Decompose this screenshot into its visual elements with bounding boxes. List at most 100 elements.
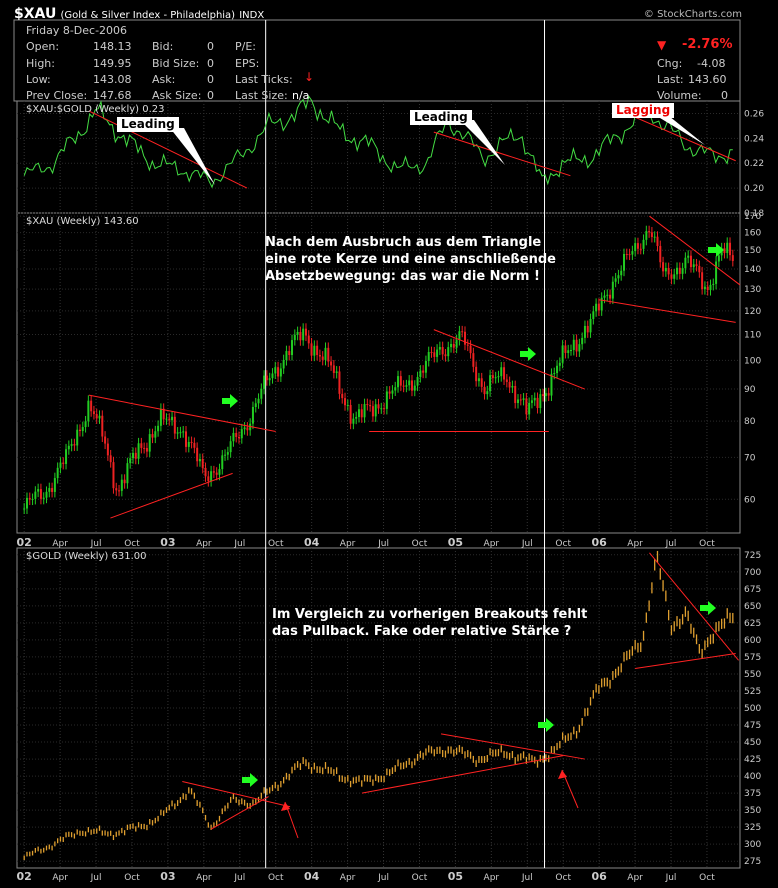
pullback-arrow-head — [558, 770, 567, 779]
x-tick-label-1-15: Oct — [555, 873, 571, 883]
xau-candle-body — [567, 350, 570, 353]
xau-candle-body — [514, 385, 517, 404]
xau-candle-body — [642, 239, 645, 249]
xau-candle-body — [313, 345, 316, 356]
x-tick-label-1-12: 05 — [448, 870, 463, 883]
y-tick-label-2-7: 450 — [744, 738, 761, 748]
xau-candle-body — [667, 267, 670, 275]
trendline-14 — [649, 552, 739, 661]
xau-candle-body — [466, 344, 469, 346]
xau-candle-body — [34, 491, 37, 499]
xau-candle-body — [614, 278, 617, 282]
xau-candle-body — [508, 381, 511, 388]
xau-candle-body — [112, 462, 115, 489]
symbol: $XAU — [14, 6, 57, 22]
y-tick-label-2-14: 625 — [744, 619, 761, 629]
xau-candle-body — [324, 347, 327, 360]
xau-candle-body — [224, 454, 227, 456]
callout-leading-1: Leading — [117, 117, 179, 132]
xau-candle-body — [572, 339, 575, 350]
xau-candle-body — [62, 462, 65, 464]
xau-candle-body — [480, 378, 483, 387]
xau-candle-body — [494, 377, 497, 379]
y-tick-label-2-12: 575 — [744, 653, 761, 663]
callout-pointer-0 — [170, 128, 215, 185]
trendline-3 — [88, 394, 276, 432]
xau-candle-body — [645, 231, 648, 240]
xau-candle-body — [441, 347, 444, 355]
y-tick-label-0-1: 0.20 — [744, 184, 764, 194]
xau-candle-body — [182, 431, 185, 433]
y-tick-label-0-0: 0.18 — [744, 209, 764, 219]
xau-candle-body — [268, 378, 271, 381]
eps-label: EPS: — [235, 57, 260, 70]
pct-change: -2.76% — [682, 37, 733, 52]
xau-candle-body — [684, 257, 687, 269]
trendline-4 — [110, 472, 233, 519]
y-tick-label-0-2: 0.22 — [744, 159, 764, 169]
xau-candle-body — [90, 400, 93, 412]
xau-candle-body — [709, 284, 712, 291]
x-tick-label-0-12: 05 — [448, 536, 463, 549]
xau-candle-body — [335, 371, 338, 373]
xau-candle-body — [536, 397, 539, 409]
xau-candle-body — [143, 447, 146, 449]
copyright: © StockCharts.com — [643, 9, 742, 20]
trendline-1 — [433, 131, 571, 177]
y-tick-label-2-5: 400 — [744, 772, 761, 782]
xau-candle-body — [706, 286, 709, 291]
y-tick-label-1-7: 130 — [744, 285, 761, 295]
xau-candle-body — [391, 390, 394, 394]
xau-candle-body — [210, 471, 213, 482]
xau-candle-body — [120, 479, 123, 491]
xau-candle-body — [162, 408, 165, 420]
xau-candle-body — [131, 452, 134, 459]
x-tick-label-0-15: Oct — [555, 539, 571, 549]
chg-value: -4.08 — [697, 57, 726, 70]
x-tick-label-1-1: Apr — [52, 873, 68, 883]
xau-candle-body — [419, 370, 422, 378]
high-value: 149.95 — [93, 57, 132, 70]
xau-candle-body — [422, 370, 425, 373]
ask-size-value: 0 — [207, 89, 214, 102]
y-tick-label-2-16: 675 — [744, 585, 761, 595]
note-xau: Nach dem Ausbruch aus dem Triangle eine … — [265, 234, 556, 285]
xau-candle-body — [67, 445, 70, 450]
xau-candle-body — [500, 367, 503, 377]
xau-candle-body — [511, 385, 514, 388]
xau-candle-body — [257, 398, 260, 404]
xau-candle-body — [279, 368, 282, 377]
xau-candle-body — [307, 335, 310, 344]
xau-candle-body — [352, 418, 355, 424]
last-label: Last: — [657, 73, 684, 86]
x-tick-label-1-16: 06 — [591, 870, 607, 883]
xau-candle-body — [581, 337, 584, 345]
xau-candle-body — [687, 255, 690, 258]
xau-candle-body — [533, 397, 536, 401]
xau-candle-body — [316, 345, 319, 355]
xau-candle-body — [73, 444, 76, 446]
xau-candle-body — [377, 404, 380, 409]
x-tick-label-0-19: Oct — [699, 539, 715, 549]
xau-candle-body — [427, 352, 430, 362]
xau-candle-body — [118, 490, 121, 492]
xau-candle-body — [430, 352, 433, 354]
x-tick-label-1-10: Jul — [377, 873, 389, 883]
xau-candle-body — [95, 414, 98, 419]
xau-candle-body — [410, 380, 413, 391]
xau-candle-body — [363, 404, 366, 418]
xau-candle-body — [600, 297, 603, 311]
xau-candle-body — [592, 311, 595, 319]
xau-candle-body — [553, 373, 556, 375]
note-gold: Im Vergleich zu vorherigen Breakouts feh… — [272, 606, 587, 640]
breakout-arrow-icon — [222, 394, 238, 408]
xau-candle-body — [123, 479, 126, 484]
down-tick-icon: ↓ — [304, 70, 315, 84]
y-tick-label-2-18: 725 — [744, 551, 761, 561]
xau-candle-body — [578, 344, 581, 352]
ask-size-label: Ask Size: — [152, 89, 202, 102]
quote-date: Friday 8-Dec-2006 — [26, 24, 128, 37]
breakout-arrow-icon — [708, 243, 724, 257]
note-xau-line-1: Nach dem Ausbruch aus dem Triangle — [265, 235, 542, 250]
y-tick-label-1-8: 140 — [744, 265, 761, 275]
